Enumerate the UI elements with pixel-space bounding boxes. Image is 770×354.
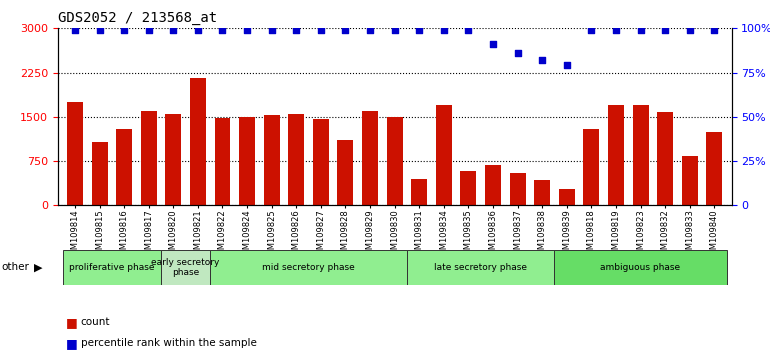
Bar (141, 111, 157, 205)
Point (437, 27, 450, 33)
Bar (534, 180, 550, 205)
Point (684, 27, 696, 33)
Point (118, 27, 130, 33)
Point (315, 27, 327, 33)
Point (561, 63, 573, 68)
Text: percentile rank within the sample: percentile rank within the sample (81, 338, 256, 348)
Bar (166, 114, 181, 205)
Text: GDS2052 / 213568_at: GDS2052 / 213568_at (58, 11, 217, 25)
Bar (67, 102, 83, 205)
Text: late secretory phase: late secretory phase (434, 263, 527, 272)
Bar (263, 115, 280, 205)
Bar (608, 105, 624, 205)
Bar (554, 250, 727, 285)
Bar (632, 105, 648, 205)
Point (340, 27, 352, 33)
Bar (436, 105, 452, 205)
Bar (161, 250, 210, 285)
Text: ▶: ▶ (34, 262, 42, 272)
Bar (411, 179, 427, 205)
Point (708, 27, 721, 33)
Text: ambiguous phase: ambiguous phase (601, 263, 681, 272)
Bar (681, 156, 698, 205)
Point (462, 27, 474, 33)
Text: early secretory
phase: early secretory phase (152, 258, 219, 277)
Bar (485, 165, 501, 205)
Text: mid secretory phase: mid secretory phase (263, 263, 355, 272)
Bar (559, 189, 574, 205)
Point (511, 50, 524, 56)
Point (290, 27, 303, 33)
Point (610, 27, 622, 33)
Point (364, 27, 377, 33)
Bar (92, 142, 108, 205)
Bar (239, 117, 255, 205)
Point (93, 27, 105, 33)
Bar (337, 141, 353, 205)
Bar (190, 79, 206, 205)
Text: other: other (2, 262, 29, 272)
Text: ■: ■ (65, 316, 77, 329)
Point (413, 27, 425, 33)
Point (487, 41, 499, 47)
Text: proliferative phase: proliferative phase (69, 263, 155, 272)
Bar (116, 129, 132, 205)
Point (536, 57, 548, 63)
Bar (288, 114, 304, 205)
Point (192, 27, 204, 33)
Bar (657, 112, 673, 205)
Bar (510, 173, 526, 205)
Point (585, 27, 598, 33)
Point (266, 27, 278, 33)
Bar (407, 250, 554, 285)
Bar (313, 119, 329, 205)
Bar (362, 111, 378, 205)
Bar (215, 118, 230, 205)
Bar (387, 117, 403, 205)
Text: ■: ■ (65, 337, 77, 350)
Point (69, 27, 81, 33)
Bar (210, 250, 407, 285)
Point (167, 27, 179, 33)
Point (659, 27, 671, 33)
Bar (62, 250, 161, 285)
Bar (706, 132, 722, 205)
Bar (584, 129, 599, 205)
Point (241, 27, 253, 33)
Point (388, 27, 400, 33)
Point (142, 27, 155, 33)
Point (634, 27, 647, 33)
Text: count: count (81, 317, 110, 327)
Point (216, 27, 229, 33)
Bar (460, 171, 477, 205)
